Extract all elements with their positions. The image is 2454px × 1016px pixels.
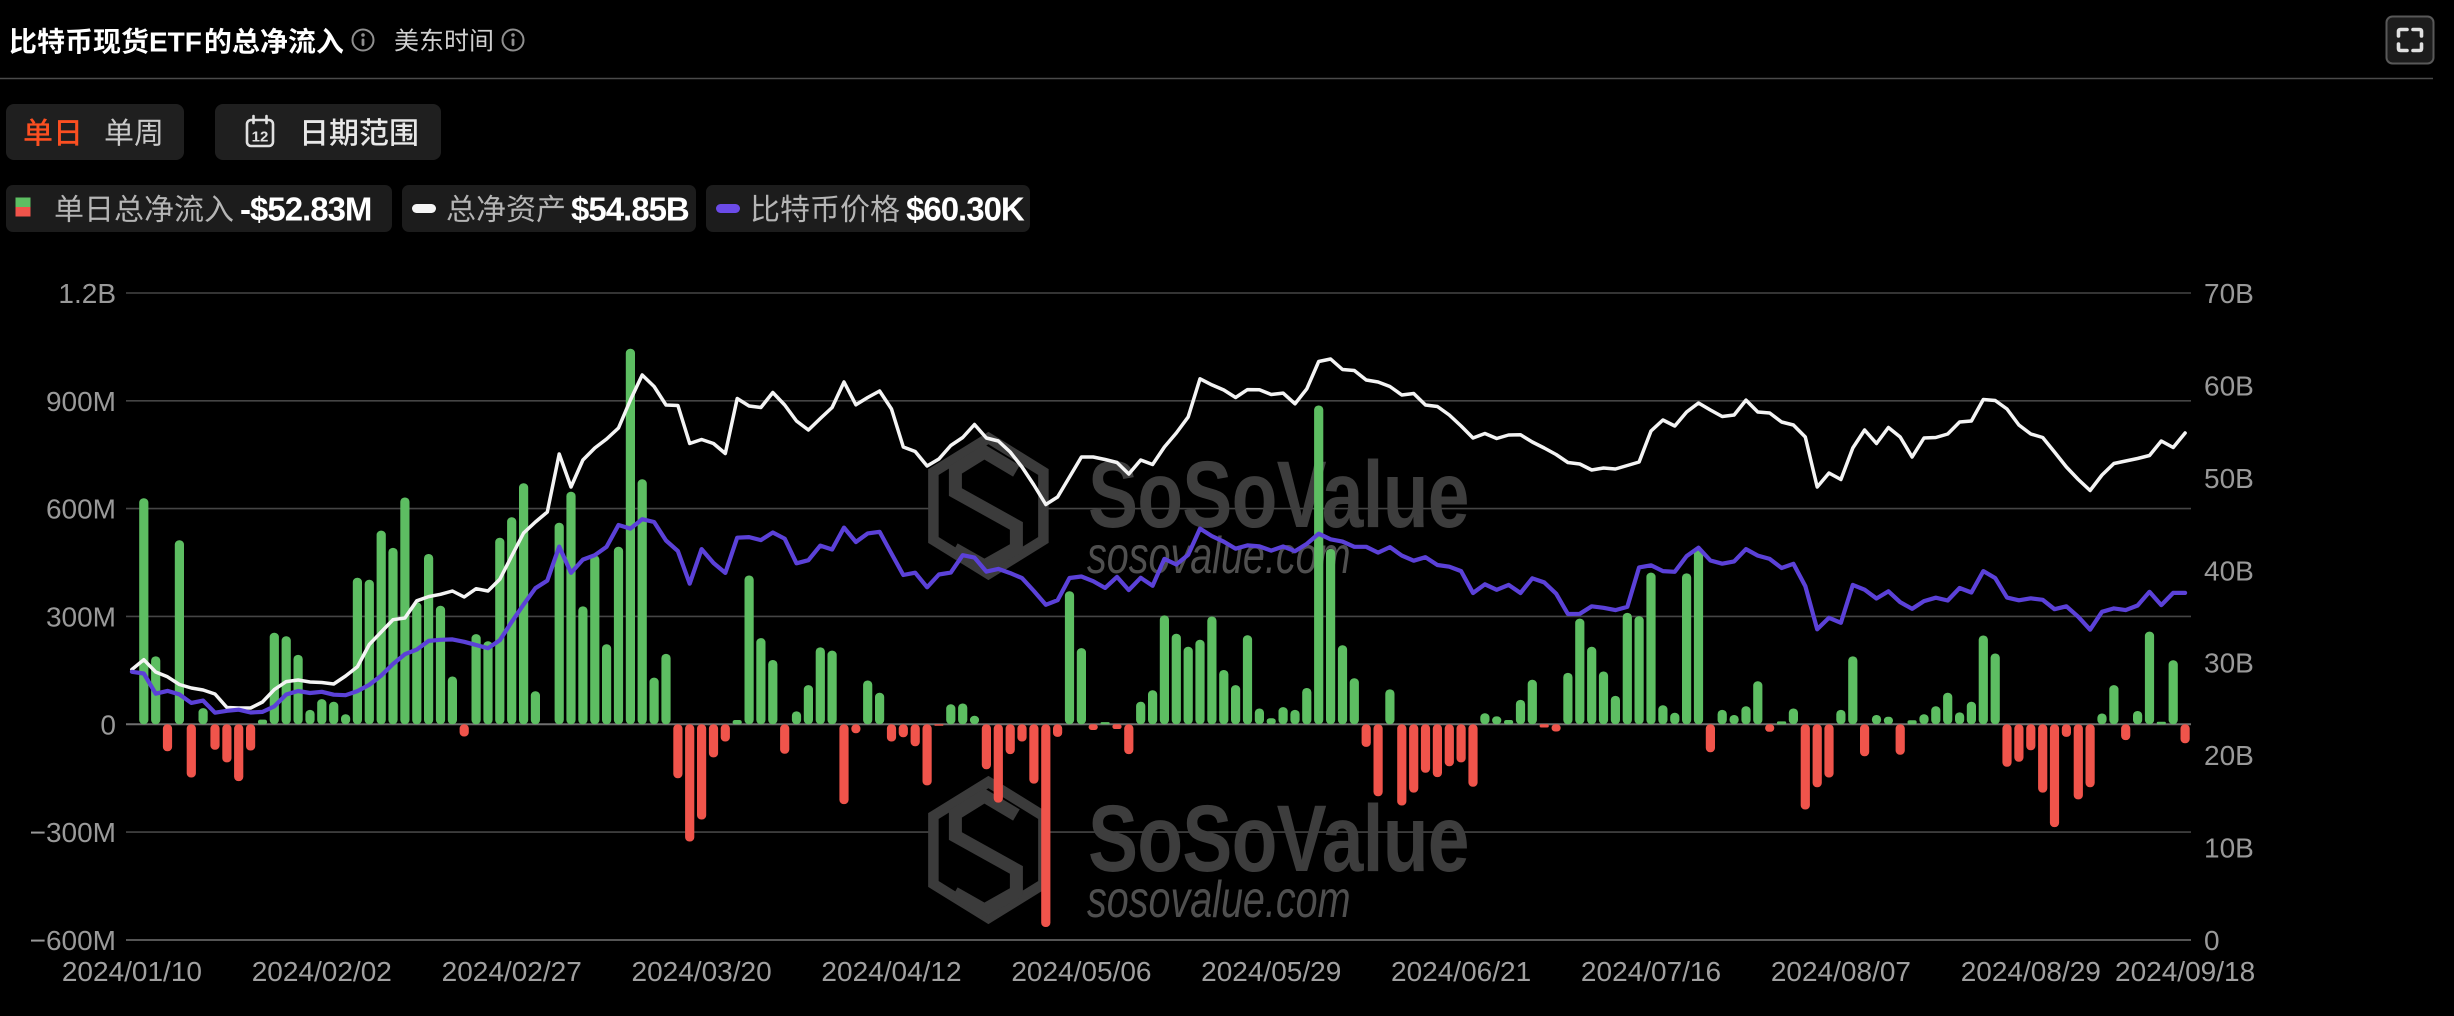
svg-text:2024/07/16: 2024/07/16 (1581, 956, 1721, 987)
svg-text:$60.30K: $60.30K (906, 191, 1025, 228)
svg-text:30B: 30B (2204, 648, 2254, 679)
svg-text:2024/08/07: 2024/08/07 (1771, 956, 1911, 987)
svg-text:2024/02/27: 2024/02/27 (442, 956, 582, 987)
svg-text:2024/05/29: 2024/05/29 (1201, 956, 1341, 987)
svg-text:0: 0 (100, 709, 116, 740)
svg-text:60B: 60B (2204, 370, 2254, 401)
svg-text:2024/02/02: 2024/02/02 (252, 956, 392, 987)
svg-text:0: 0 (2204, 925, 2220, 956)
svg-text:2024/04/12: 2024/04/12 (821, 956, 961, 987)
svg-text:2024/09/18: 2024/09/18 (2115, 956, 2255, 987)
svg-text:12: 12 (252, 129, 269, 146)
svg-text:50B: 50B (2204, 463, 2254, 494)
svg-text:40B: 40B (2204, 555, 2254, 586)
svg-text:2024/01/10: 2024/01/10 (62, 956, 202, 987)
svg-text:70B: 70B (2204, 278, 2254, 309)
svg-text:10B: 10B (2204, 833, 2254, 864)
svg-text:2024/03/20: 2024/03/20 (632, 956, 772, 987)
svg-text:−600M: −600M (30, 925, 116, 956)
svg-text:SoSoValue: SoSoValue (1088, 443, 1469, 548)
svg-text:sosovalue.com: sosovalue.com (1087, 870, 1351, 929)
svg-text:sosovalue.com: sosovalue.com (1087, 526, 1351, 585)
svg-text:SoSoValue: SoSoValue (1088, 787, 1469, 892)
svg-text:2024/05/06: 2024/05/06 (1011, 956, 1151, 987)
svg-text:1.2B: 1.2B (58, 278, 116, 309)
svg-text:−300M: −300M (30, 817, 116, 848)
svg-text:600M: 600M (46, 494, 116, 525)
svg-text:300M: 300M (46, 601, 116, 632)
svg-text:-$52.83M: -$52.83M (240, 191, 371, 228)
svg-text:20B: 20B (2204, 740, 2254, 771)
svg-text:900M: 900M (46, 386, 116, 417)
svg-text:$54.85B: $54.85B (571, 191, 689, 228)
svg-text:2024/06/21: 2024/06/21 (1391, 956, 1531, 987)
svg-text:ETF: ETF (149, 27, 202, 58)
svg-text:2024/08/29: 2024/08/29 (1961, 956, 2101, 987)
